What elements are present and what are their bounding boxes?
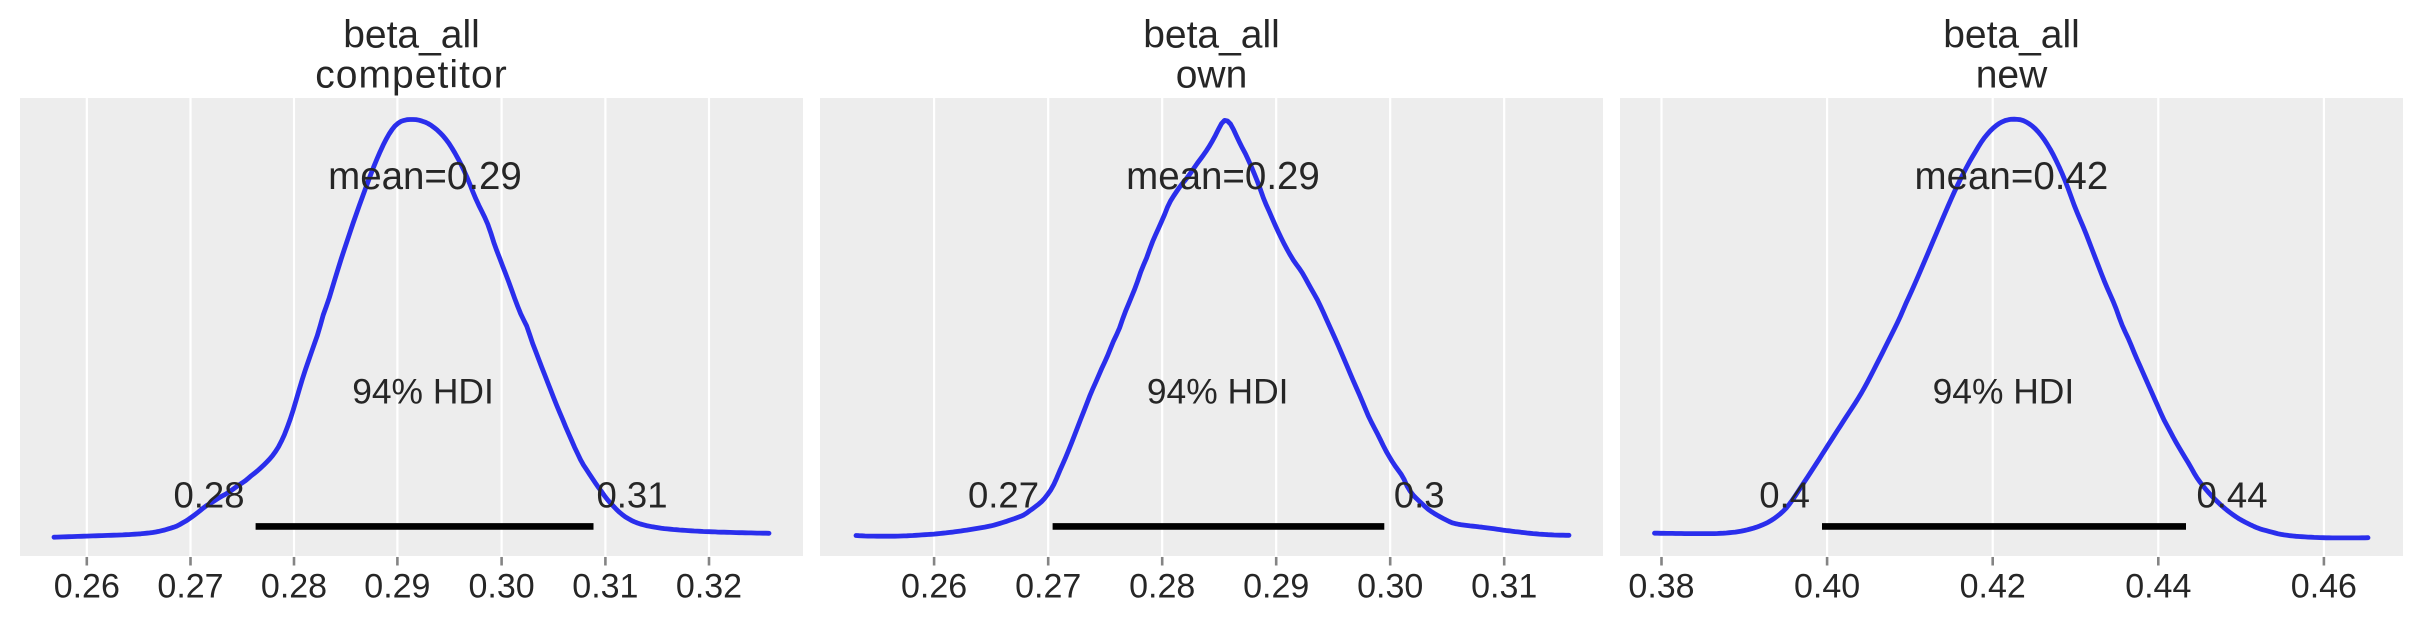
svg-text:0.30: 0.30 [469,568,535,606]
svg-text:0.28: 0.28 [1129,568,1195,606]
svg-text:beta_all: beta_all [1143,13,1280,56]
svg-text:0.27: 0.27 [1015,568,1081,606]
svg-text:0.31: 0.31 [1471,568,1537,606]
svg-text:beta_all: beta_all [1943,13,2080,56]
svg-text:new: new [1976,54,2048,97]
svg-text:0.44: 0.44 [2196,475,2267,516]
svg-text:0.27: 0.27 [968,475,1039,516]
svg-text:0.42: 0.42 [1960,568,2026,606]
svg-text:0.46: 0.46 [2291,568,2357,606]
svg-text:94% HDI: 94% HDI [352,372,494,412]
svg-text:0.31: 0.31 [572,568,638,606]
svg-text:0.31: 0.31 [596,475,667,516]
svg-text:own: own [1176,54,1248,97]
svg-text:mean=0.29: mean=0.29 [1126,155,1320,198]
svg-text:0.27: 0.27 [157,568,223,606]
svg-text:0.29: 0.29 [364,568,430,606]
svg-text:0.40: 0.40 [1794,568,1860,606]
svg-text:mean=0.42: mean=0.42 [1915,155,2109,198]
svg-text:0.26: 0.26 [901,568,967,606]
svg-text:0.28: 0.28 [261,568,327,606]
svg-text:0.4: 0.4 [1759,475,1810,516]
svg-text:beta_all: beta_all [343,13,480,56]
svg-text:mean=0.29: mean=0.29 [328,155,522,198]
svg-text:0.29: 0.29 [1243,568,1309,606]
svg-text:0.38: 0.38 [1628,568,1694,606]
svg-text:0.28: 0.28 [173,475,244,516]
svg-text:0.32: 0.32 [676,568,742,606]
svg-text:94% HDI: 94% HDI [1147,372,1289,412]
svg-text:0.30: 0.30 [1357,568,1423,606]
svg-text:0.44: 0.44 [2125,568,2191,606]
svg-text:0.3: 0.3 [1394,475,1445,516]
svg-text:94% HDI: 94% HDI [1933,372,2075,412]
svg-text:0.26: 0.26 [54,568,120,606]
svg-text:competitor: competitor [315,54,508,97]
